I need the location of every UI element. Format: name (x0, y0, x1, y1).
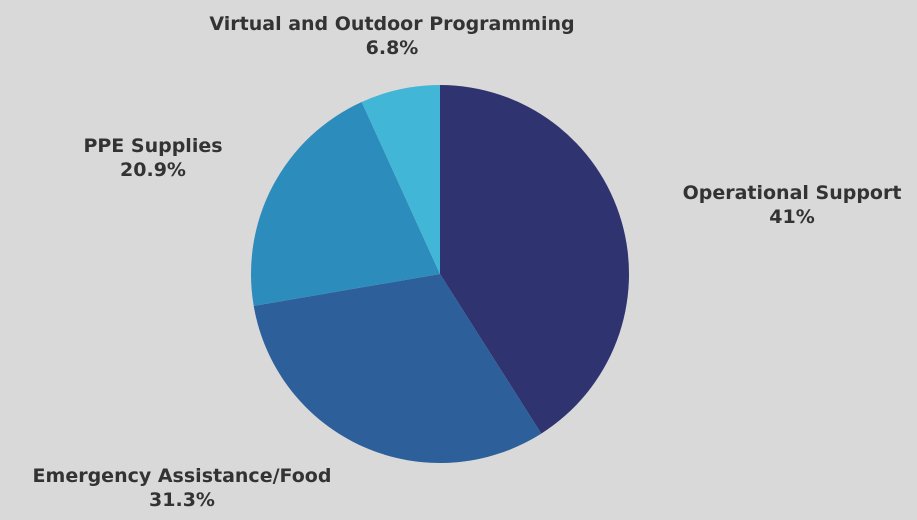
pie-slice-ppe-supplies (250, 101, 440, 306)
slice-value-ppe-supplies: 20.9% (120, 159, 186, 181)
pie-slice-virtual-and-outdoor-programming (361, 85, 440, 274)
slice-value-virtual-and-outdoor-programming: 6.8% (366, 37, 419, 59)
slice-label-ppe-supplies: PPE Supplies (83, 135, 222, 157)
slice-label-operational-support: Operational Support (683, 182, 902, 204)
slice-value-operational-support: 41% (769, 206, 814, 228)
slice-label-emergency-assistance-food: Emergency Assistance/Food (33, 465, 332, 487)
slice-label-virtual-and-outdoor-programming: Virtual and Outdoor Programming (209, 13, 574, 35)
slice-value-emergency-assistance-food: 31.3% (149, 489, 215, 511)
pie-slice-operational-support (440, 85, 630, 434)
pie-slice-emergency-assistance-food (253, 274, 542, 464)
pie-slices (250, 85, 630, 464)
